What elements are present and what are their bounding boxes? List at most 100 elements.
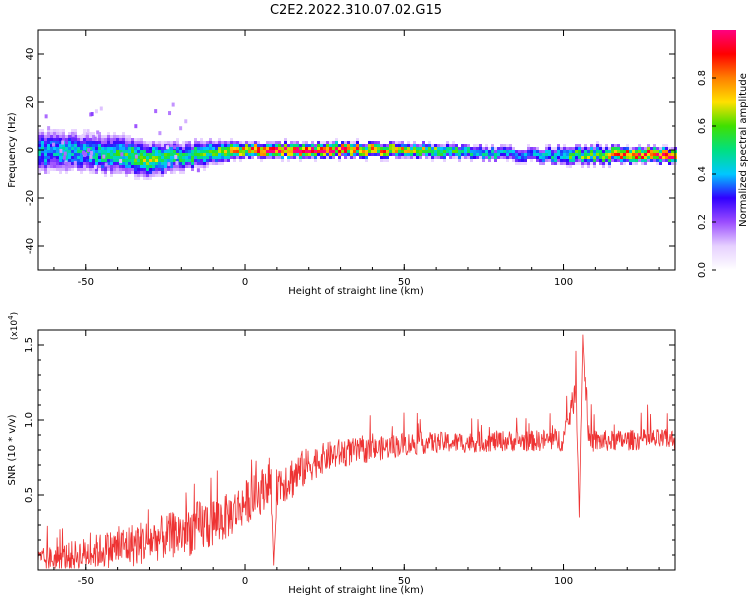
- heat-cell: [209, 150, 212, 153]
- heat-cell: [110, 168, 113, 171]
- heat-cell: [266, 153, 269, 156]
- heat-cell: [44, 165, 47, 168]
- heat-cell: [164, 147, 167, 150]
- heat-cell: [38, 171, 41, 174]
- heat-cell: [260, 144, 263, 147]
- heat-cell: [53, 132, 56, 135]
- heat-cell: [554, 153, 557, 156]
- heat-cell: [533, 147, 536, 150]
- heat-cell: [107, 141, 110, 144]
- heat-cell: [89, 147, 92, 150]
- heat-cell: [245, 153, 248, 156]
- heat-cell: [296, 147, 299, 150]
- heat-cell: [368, 147, 371, 150]
- colorbar-tick-label: 0.2: [697, 214, 708, 230]
- heat-cell: [629, 147, 632, 150]
- heat-cell: [635, 162, 638, 165]
- heat-cell: [302, 150, 305, 153]
- heat-cell: [425, 147, 428, 150]
- heat-cell: [173, 159, 176, 162]
- heat-cell: [209, 147, 212, 150]
- heat-cell: [596, 150, 599, 153]
- heat-cell: [659, 153, 662, 156]
- heat-cell: [56, 165, 59, 168]
- heat-cell: [617, 153, 620, 156]
- heat-cell: [167, 159, 170, 162]
- heat-cell: [269, 144, 272, 147]
- heat-cell: [53, 168, 56, 171]
- heat-cell: [77, 153, 80, 156]
- heat-cell: [275, 153, 278, 156]
- heat-cell: [71, 153, 74, 156]
- heat-cell: [557, 156, 560, 159]
- heat-cell: [383, 147, 386, 150]
- heat-cell: [350, 150, 353, 153]
- heat-cell: [443, 147, 446, 150]
- heat-cell: [326, 150, 329, 153]
- heat-cell: [449, 156, 452, 159]
- heat-cell: [407, 141, 410, 144]
- heat-cell: [140, 168, 143, 171]
- heat-cell: [98, 165, 101, 168]
- heat-cell: [221, 159, 224, 162]
- heat-cell: [134, 141, 137, 144]
- heat-cell: [125, 150, 128, 153]
- heat-cell: [260, 150, 263, 153]
- heat-cell: [578, 162, 581, 165]
- heat-cell: [347, 156, 350, 159]
- heat-cell: [53, 129, 56, 132]
- heat-cell: [293, 147, 296, 150]
- colorbar-tick-label: 0.8: [697, 70, 708, 86]
- heat-cell: [239, 147, 242, 150]
- heat-cell: [266, 144, 269, 147]
- heat-cell: [644, 153, 647, 156]
- heat-cell: [317, 153, 320, 156]
- heat-cell: [137, 153, 140, 156]
- heat-cell: [191, 168, 194, 171]
- heat-cell: [488, 150, 491, 153]
- heat-cell: [86, 165, 89, 168]
- heat-cell: [73, 160, 77, 165]
- heat-cell: [575, 159, 578, 162]
- heat-cell: [167, 165, 170, 168]
- heat-cell: [536, 159, 539, 162]
- heat-cell: [503, 156, 506, 159]
- heat-cell: [41, 132, 44, 135]
- heat-cell: [77, 162, 80, 165]
- heat-cell: [266, 150, 269, 153]
- heat-cell: [509, 150, 512, 153]
- heat-cell: [74, 138, 77, 141]
- heat-cell: [92, 156, 95, 159]
- heat-cell: [563, 156, 566, 159]
- heat-cell: [230, 141, 233, 144]
- heat-cell: [86, 168, 89, 171]
- heat-cell: [383, 156, 386, 159]
- heat-cell: [203, 165, 206, 168]
- heat-cell: [380, 147, 383, 150]
- heat-cell: [56, 144, 59, 147]
- heat-cell: [401, 141, 404, 144]
- heat-cell: [53, 162, 56, 165]
- heat-cell: [128, 144, 131, 147]
- heat-cell: [59, 165, 62, 168]
- heat-cell: [116, 171, 119, 174]
- heat-cell: [149, 171, 152, 174]
- heat-cell: [179, 147, 182, 150]
- heat-cell: [320, 156, 323, 159]
- heat-cell: [521, 153, 524, 156]
- heat-cell: [398, 144, 401, 147]
- heat-cell: [395, 150, 398, 153]
- heat-cell: [98, 162, 101, 165]
- heat-cell: [464, 147, 467, 150]
- heat-cell: [200, 141, 203, 144]
- heat-cell: [380, 153, 383, 156]
- heat-cell: [317, 141, 320, 144]
- heat-cell: [110, 153, 113, 156]
- heat-cell: [110, 138, 113, 141]
- heat-cell: [233, 153, 236, 156]
- heat-cell: [461, 156, 464, 159]
- heat-cell: [154, 109, 158, 114]
- heat-cell: [335, 144, 338, 147]
- heat-cell: [119, 150, 122, 153]
- heat-cell: [362, 147, 365, 150]
